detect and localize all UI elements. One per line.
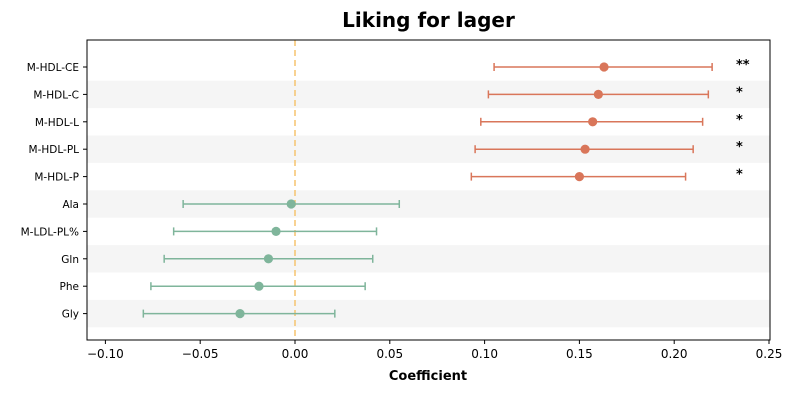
- point-estimate: [580, 144, 590, 154]
- ci-row: [142, 309, 336, 319]
- point-estimate: [588, 117, 598, 127]
- x-tick-label: −0.10: [87, 347, 124, 361]
- ci-row: [150, 281, 366, 291]
- ci-row: **: [493, 58, 750, 73]
- y-tick-label: Gly: [62, 309, 79, 321]
- point-estimate: [593, 89, 603, 99]
- significance-marker: **: [736, 58, 750, 73]
- x-axis: −0.10 −0.05 0.00 0.05 0.10 0.15 0.20 0.25: [87, 340, 782, 361]
- point-estimate: [254, 281, 264, 291]
- y-tick-label: M-HDL-PL: [29, 144, 80, 156]
- ci-row: *: [487, 85, 743, 100]
- ci-marks: ******: [142, 58, 750, 319]
- x-tick-label: 0.15: [566, 347, 593, 361]
- ci-row: [163, 254, 374, 264]
- x-tick-label: 0.10: [471, 347, 498, 361]
- point-estimate: [271, 226, 281, 236]
- x-tick-label: 0.20: [661, 347, 688, 361]
- x-tick-label: 0.25: [756, 347, 783, 361]
- y-tick-label: Ala: [62, 199, 79, 211]
- y-tick-label: M-LDL-PL%: [21, 226, 79, 238]
- plot-frame: [86, 39, 771, 341]
- chart-title: Liking for lager: [342, 8, 515, 32]
- point-estimate: [599, 62, 609, 72]
- x-tick-label: 0.05: [376, 347, 403, 361]
- point-estimate: [286, 199, 296, 209]
- y-tick-label: Gln: [61, 254, 79, 266]
- ci-row: [182, 199, 401, 209]
- y-tick-label: M-HDL-C: [33, 89, 79, 101]
- significance-marker: *: [736, 140, 743, 155]
- y-tick-label: M-HDL-P: [34, 172, 79, 184]
- significance-marker: *: [736, 113, 743, 128]
- y-tick-label: M-HDL-L: [35, 117, 79, 129]
- ci-row: [172, 226, 378, 236]
- x-tick-label: 0.00: [282, 347, 309, 361]
- y-axis: M-HDL-CE M-HDL-C M-HDL-L M-HDL-PL M-HDL-P Ala…: [21, 62, 87, 321]
- y-tick-label: Phe: [60, 281, 79, 293]
- significance-marker: *: [736, 85, 743, 100]
- ci-row: *: [474, 140, 743, 155]
- significance-marker: *: [736, 168, 743, 183]
- point-estimate: [235, 309, 245, 319]
- point-estimate: [574, 172, 585, 182]
- point-estimate: [263, 254, 274, 264]
- x-axis-label: Coefficient: [389, 369, 467, 384]
- y-tick-label: M-HDL-CE: [27, 62, 79, 74]
- ci-row: *: [470, 168, 743, 183]
- x-tick-label: −0.05: [182, 347, 219, 361]
- ci-row: *: [480, 113, 743, 128]
